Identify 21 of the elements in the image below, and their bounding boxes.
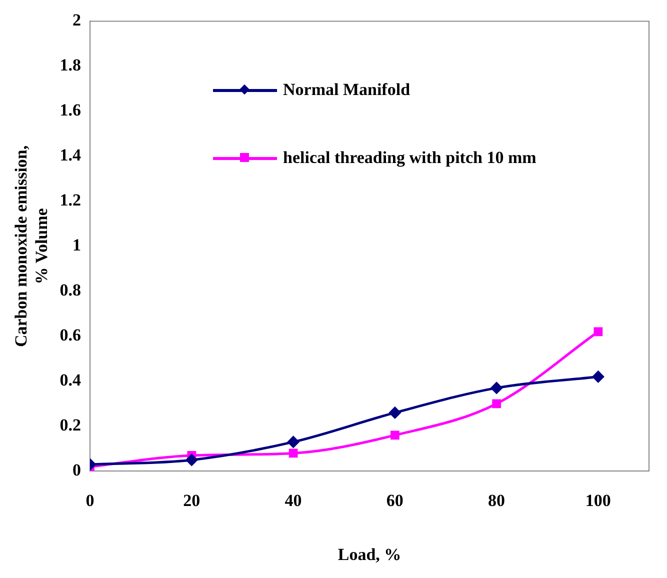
x-axis-title: Load, % <box>338 545 402 564</box>
legend-label: Normal Manifold <box>283 80 410 100</box>
y-tick-label: 0.4 <box>60 370 82 390</box>
y-tick-label: 1 <box>72 236 82 255</box>
y-tick-label: 2 <box>72 10 82 30</box>
y-axis-title: Carbon monoxide emission, % Volume <box>12 145 51 348</box>
legend-label: helical threading with pitch 10 mm <box>283 148 536 168</box>
y-tick-label: 1.4 <box>60 146 82 165</box>
y-tick-label: 1.8 <box>60 56 82 75</box>
y-tick-label: 0.2 <box>60 416 82 435</box>
y-tick-label: 0.8 <box>60 280 82 300</box>
x-tick-label: 20 <box>183 490 200 510</box>
x-tick-label: 100 <box>585 490 611 510</box>
x-tick-label: 80 <box>488 490 506 510</box>
x-tick-label: 60 <box>386 490 404 510</box>
x-tick-label: 0 <box>86 490 94 510</box>
x-tick-label: 40 <box>284 490 302 510</box>
y-tick-label: 0 <box>72 460 82 480</box>
y-tick-label: 1.2 <box>60 190 82 210</box>
y-tick-label: 0.6 <box>60 326 82 345</box>
y-tick-label: 1.6 <box>60 100 82 120</box>
